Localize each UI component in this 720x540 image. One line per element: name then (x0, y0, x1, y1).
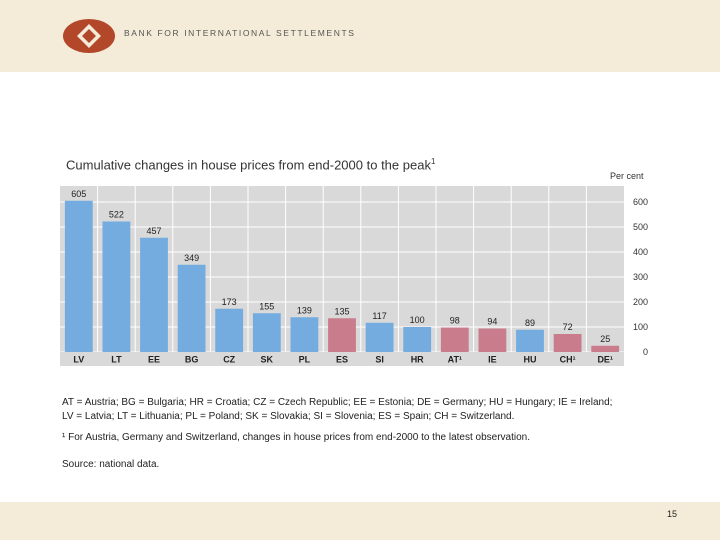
x-tick-label: PL (299, 355, 311, 365)
bar-SI (365, 322, 394, 352)
bar-LT (102, 221, 131, 352)
x-tick-label: SI (375, 355, 384, 365)
y-tick-label: 400 (633, 247, 648, 257)
header-band: BANK FOR INTERNATIONAL SETTLEMENTS (0, 0, 720, 72)
footnote: ¹ For Austria, Germany and Switzerland, … (62, 432, 531, 443)
data-label: 457 (146, 226, 161, 236)
x-tick-label: HR (411, 355, 424, 365)
footer-band (0, 502, 720, 540)
chart-title: Cumulative changes in house prices from … (66, 157, 436, 173)
data-label: 173 (222, 297, 237, 307)
y-tick-label: 100 (633, 322, 648, 332)
y-tick-label: 200 (633, 297, 648, 307)
abbreviation-notes: AT = Austria; BG = Bulgaria; HR = Croati… (62, 396, 692, 423)
bar-IE (478, 328, 507, 352)
bar-EE (140, 237, 168, 352)
bar-DE¹ (591, 345, 620, 352)
data-label: 139 (297, 305, 312, 315)
x-tick-label: BG (185, 355, 199, 365)
data-label: 522 (109, 210, 124, 220)
data-label: 605 (71, 189, 86, 199)
bar-PL (290, 317, 319, 352)
bar-CZ (215, 308, 244, 352)
y-tick-label: 600 (633, 197, 648, 207)
x-tick-label: SK (261, 355, 274, 365)
data-label: 98 (450, 316, 460, 326)
bar-ES (328, 318, 356, 352)
notes-line-1: AT = Austria; BG = Bulgaria; HR = Croati… (62, 397, 613, 408)
x-tick-label: EE (148, 355, 160, 365)
y-tick-label: 300 (633, 272, 648, 282)
bar-LV (64, 200, 93, 352)
bar-SK (252, 313, 281, 352)
x-tick-label: CH¹ (560, 355, 576, 365)
notes-line-2: LV = Latvia; LT = Lithuania; PL = Poland… (62, 410, 515, 422)
data-label: 155 (259, 301, 274, 311)
x-tick-label: HU (524, 355, 537, 365)
data-label: 72 (563, 322, 573, 332)
bar-AT¹ (440, 327, 469, 352)
data-label: 89 (525, 318, 535, 328)
y-tick-label: 0 (643, 347, 648, 357)
page-number: 15 (667, 509, 678, 519)
data-label: 117 (372, 311, 386, 321)
source-note: Source: national data. (62, 459, 160, 470)
data-label: 135 (334, 306, 349, 316)
y-tick-label: 500 (633, 222, 648, 232)
data-label: 25 (600, 334, 610, 344)
x-tick-label: LV (73, 355, 84, 365)
unit-label: Per cent (610, 171, 644, 181)
data-label: 94 (487, 317, 497, 327)
x-tick-label: DE¹ (597, 355, 613, 365)
data-label: 100 (410, 315, 425, 325)
category-band (60, 352, 624, 366)
x-tick-label: AT¹ (448, 355, 462, 365)
x-tick-label: LT (111, 355, 122, 365)
bar-HU (516, 329, 544, 352)
data-label: 349 (184, 253, 199, 263)
x-tick-label: IE (488, 355, 497, 365)
bis-logo-icon (63, 19, 115, 53)
bank-name: BANK FOR INTERNATIONAL SETTLEMENTS (124, 28, 356, 38)
bar-CH¹ (553, 334, 582, 352)
bar-HR (403, 327, 432, 352)
x-tick-label: ES (336, 355, 348, 365)
bar-BG (177, 264, 206, 352)
x-tick-label: CZ (223, 355, 235, 365)
